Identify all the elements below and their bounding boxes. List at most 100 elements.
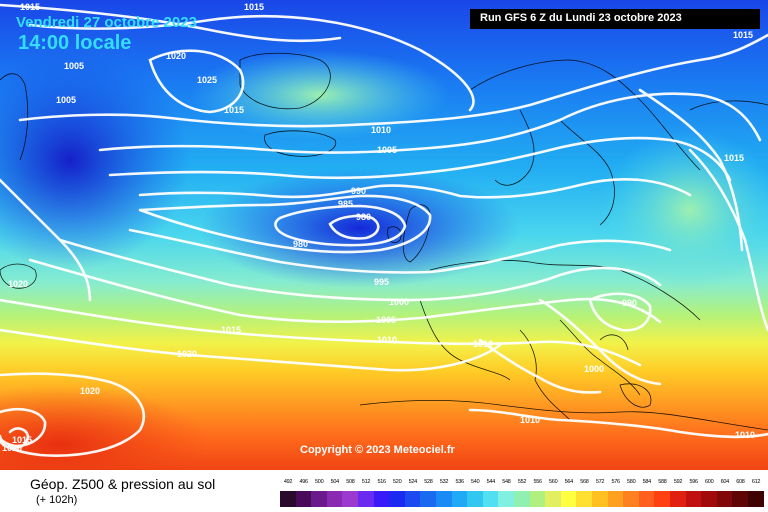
- isobar-label: 1010: [520, 415, 540, 425]
- scale-label: 544: [486, 479, 496, 485]
- isobar-label: 1015: [20, 2, 40, 12]
- scale-swatch: [670, 491, 686, 507]
- scale-label: 532: [439, 479, 449, 485]
- scale-swatch: [467, 491, 484, 507]
- scale-swatch: [420, 491, 437, 507]
- isobar-label: 1010: [473, 339, 493, 349]
- product-title: Géop. Z500 & pression au sol: [30, 476, 216, 492]
- scale-label: 572: [595, 479, 605, 485]
- scale-label: 520: [393, 479, 402, 485]
- scale-label: 608: [736, 479, 745, 485]
- isobar-label: 1015: [221, 325, 241, 335]
- scale-swatch: [638, 491, 655, 507]
- scale-label: 524: [408, 479, 418, 485]
- isobar-labels: 1015 1015 1015 1005 1005 1020 1025 1015 …: [2, 2, 755, 453]
- scale-label: 576: [611, 479, 620, 485]
- scale-swatch: [451, 491, 468, 507]
- scale-swatch: [389, 491, 406, 507]
- scale-swatch: [295, 491, 312, 507]
- scale-label: 536: [455, 479, 464, 485]
- isobar-label: 1010: [2, 443, 22, 453]
- scale-label: 492: [283, 479, 293, 485]
- scale-swatch: [607, 491, 624, 507]
- isobar-label: 1010: [735, 430, 755, 440]
- scale-label: 596: [689, 479, 698, 485]
- isobar-label: 1025: [197, 75, 217, 85]
- scale-swatch: [482, 491, 499, 507]
- isobar-label: 990: [622, 298, 637, 308]
- isobar-label: 985: [338, 199, 353, 209]
- scale-swatch: [701, 491, 718, 507]
- isobar-label: 1005: [64, 61, 84, 71]
- scale-swatch: [373, 491, 390, 507]
- forecast-offset: (+ 102h): [36, 494, 78, 506]
- scale-swatch: [623, 491, 640, 507]
- scale-swatch: [732, 491, 749, 507]
- scale-label: 528: [424, 479, 433, 485]
- scale-swatch: [654, 491, 671, 507]
- scale-label: 592: [673, 479, 683, 485]
- scale-label: 508: [346, 479, 355, 485]
- scale-swatch: [342, 491, 359, 507]
- scale-swatch: [280, 491, 296, 507]
- isobar-label: 1015: [12, 435, 32, 445]
- scale-swatch: [545, 491, 562, 507]
- scale-label: 588: [658, 479, 667, 485]
- isobar-label: 995: [374, 277, 389, 287]
- scale-swatch: [560, 491, 577, 507]
- isobar-label: 1020: [166, 51, 186, 61]
- isobar-label: 1010: [371, 125, 391, 135]
- scale-label: 548: [502, 479, 511, 485]
- scale-label: 584: [642, 479, 652, 485]
- scale-label: 568: [580, 479, 589, 485]
- scale-swatch: [748, 491, 764, 507]
- scale-swatch: [498, 491, 515, 507]
- isobar-label: 1010: [377, 335, 397, 345]
- isobar-label: 1000: [584, 364, 604, 374]
- scale-swatch: [529, 491, 546, 507]
- scale-swatch: [592, 491, 608, 507]
- scale-label: 564: [564, 479, 574, 485]
- isobar-label: 1015: [733, 30, 753, 40]
- scale-label: 504: [330, 479, 340, 485]
- scale-swatch: [311, 491, 328, 507]
- scale-swatch: [685, 491, 702, 507]
- scale-swatch: [716, 491, 733, 507]
- isobar-label: 980: [356, 212, 371, 222]
- scale-swatch: [436, 491, 452, 507]
- forecast-map: 1015 1015 1015 1005 1005 1020 1025 1015 …: [0, 0, 768, 470]
- isobar-label: 1005: [376, 315, 396, 325]
- isobar-label: 980: [293, 239, 308, 249]
- scale-swatch: [576, 491, 593, 507]
- isobar-label: 1020: [8, 279, 28, 289]
- isobar-label: 1015: [244, 2, 264, 12]
- scale-label: 496: [299, 479, 308, 485]
- scale-swatch: [358, 491, 374, 507]
- scale-label: 500: [315, 479, 324, 485]
- scale-label: 560: [549, 479, 558, 485]
- scale-swatch: [514, 491, 530, 507]
- coastlines: [0, 52, 768, 431]
- scale-label: 516: [377, 479, 386, 485]
- isobar-label: 1000: [389, 297, 409, 307]
- scale-label: 580: [627, 479, 636, 485]
- isobar-label: 1015: [724, 153, 744, 163]
- isobar-label: 990: [351, 186, 366, 196]
- scale-label: 540: [471, 479, 480, 485]
- scale-label: 612: [751, 479, 761, 485]
- isobar-label: 1020: [177, 349, 197, 359]
- scale-label: 556: [533, 479, 542, 485]
- isobar-label: 1005: [56, 95, 76, 105]
- run-banner: [470, 9, 760, 29]
- scale-swatch: [404, 491, 421, 507]
- scale-label: 604: [720, 479, 730, 485]
- isobar-label: 1015: [224, 105, 244, 115]
- isobar-label: 1020: [80, 386, 100, 396]
- isobar-lines: [0, 3, 768, 457]
- scale-swatch: [326, 491, 343, 507]
- isobar-label: 1005: [377, 145, 397, 155]
- scale-label: 512: [361, 479, 371, 485]
- scale-label: 552: [517, 479, 527, 485]
- scale-label: 600: [705, 479, 714, 485]
